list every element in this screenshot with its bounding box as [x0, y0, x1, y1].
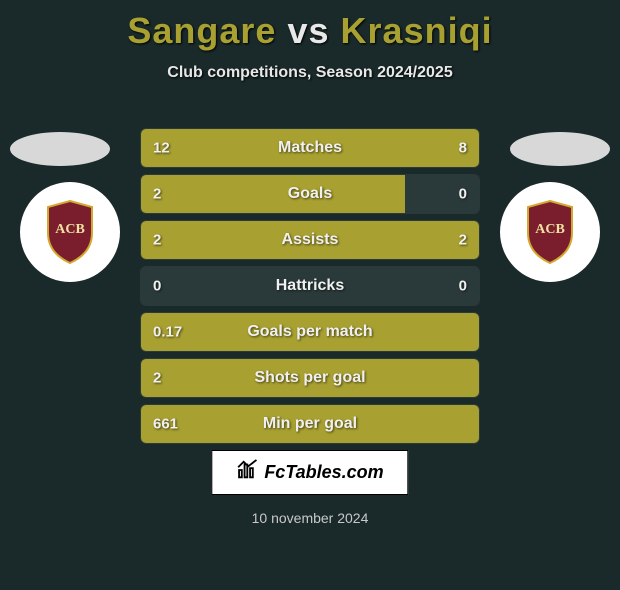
club-shield-icon: ACB — [524, 199, 576, 265]
player1-bar-fill — [141, 221, 310, 259]
stat-row: 0.17 Goals per match — [140, 312, 480, 352]
player1-value: 661 — [153, 416, 178, 433]
player1-bar-fill — [141, 129, 344, 167]
player2-bar-fill — [310, 221, 479, 259]
chart-icon — [236, 459, 258, 486]
player2-value: 8 — [459, 140, 467, 157]
vs-label: vs — [287, 10, 329, 51]
player1-name: Sangare — [127, 10, 276, 51]
stat-row: 2 Assists 2 — [140, 220, 480, 260]
player1-bar-fill — [141, 313, 479, 351]
stat-row: 2 Goals 0 — [140, 174, 480, 214]
player2-name: Krasniqi — [341, 10, 493, 51]
source-label: FcTables.com — [264, 462, 383, 483]
stats-bars: 12 Matches 8 2 Goals 0 2 Assists 2 0 Hat… — [140, 128, 480, 450]
player1-value: 0.17 — [153, 324, 182, 341]
date-label: 10 november 2024 — [252, 510, 369, 526]
player1-value: 2 — [153, 232, 161, 249]
player1-bar-fill — [141, 405, 479, 443]
player1-value: 12 — [153, 140, 170, 157]
comparison-title: Sangare vs Krasniqi — [0, 10, 620, 52]
subtitle: Club competitions, Season 2024/2025 — [0, 64, 620, 82]
player1-value: 2 — [153, 186, 161, 203]
player1-bar-fill — [141, 359, 479, 397]
player2-value: 2 — [459, 232, 467, 249]
player2-value: 0 — [459, 278, 467, 295]
svg-text:ACB: ACB — [55, 222, 85, 237]
stat-row: 2 Shots per goal — [140, 358, 480, 398]
player2-club-badge: ACB — [500, 182, 600, 282]
player2-shadow — [510, 132, 610, 166]
player1-value: 0 — [153, 278, 161, 295]
player1-value: 2 — [153, 370, 161, 387]
stat-row: 12 Matches 8 — [140, 128, 480, 168]
bar-background — [141, 267, 479, 305]
player1-shadow — [10, 132, 110, 166]
player1-bar-fill — [141, 175, 405, 213]
stat-row: 0 Hattricks 0 — [140, 266, 480, 306]
club-shield-icon: ACB — [44, 199, 96, 265]
source-link[interactable]: FcTables.com — [211, 450, 408, 495]
svg-text:ACB: ACB — [535, 222, 565, 237]
player1-club-badge: ACB — [20, 182, 120, 282]
stat-row: 661 Min per goal — [140, 404, 480, 444]
player2-value: 0 — [459, 186, 467, 203]
